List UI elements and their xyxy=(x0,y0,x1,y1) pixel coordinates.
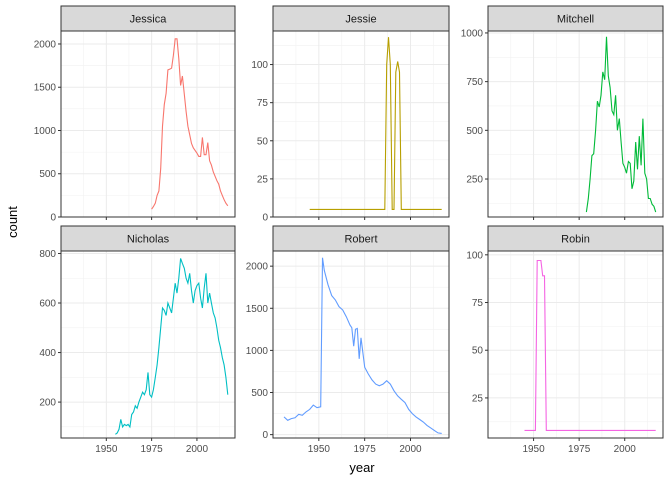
panel-border xyxy=(487,30,664,218)
x-axis-title: year xyxy=(349,460,375,475)
panel-border xyxy=(60,250,236,439)
facet-panel-nicholas: Nicholas 200 400 600 800 1950 1975 2000 xyxy=(39,225,236,455)
series-line-jessie xyxy=(309,37,442,210)
y-axis-title: count xyxy=(5,206,20,238)
y-tick-label: 800 xyxy=(39,249,56,260)
facet-strip-label: Jessie xyxy=(345,14,376,26)
facet-strip-label: Nicholas xyxy=(127,234,170,246)
facet-strip-label: Jessica xyxy=(130,14,168,26)
y-tick-label: 1000 xyxy=(34,126,57,137)
x-tick-label: 1950 xyxy=(522,444,545,455)
y-tick-label: 200 xyxy=(39,398,56,409)
facet-panel-jessie: Jessie 0 25 50 75 100 xyxy=(251,5,450,224)
y-tick-label: 400 xyxy=(39,348,56,359)
facet-strip xyxy=(487,5,664,32)
y-tick-label: 100 xyxy=(466,250,483,261)
x-tick-label: 2000 xyxy=(186,444,209,455)
facet-strip-label: Mitchell xyxy=(557,14,594,26)
facet-strip xyxy=(60,225,236,252)
y-tick-label: 50 xyxy=(472,346,484,357)
facet-panel-jessica: Jessica 0 500 1000 1500 2000 xyxy=(34,5,236,224)
y-tick-label: 750 xyxy=(466,77,483,88)
panel-border xyxy=(272,250,450,439)
y-tick-label: 1000 xyxy=(246,346,269,357)
facet-strip xyxy=(272,5,450,32)
y-tick-label: 600 xyxy=(39,299,56,310)
y-tick-label: 2000 xyxy=(34,39,57,50)
y-tick-label: 250 xyxy=(466,175,483,186)
x-tick-label: 1975 xyxy=(568,444,591,455)
y-tick-label: 1000 xyxy=(461,28,484,39)
x-tick-label: 1975 xyxy=(354,444,377,455)
y-tick-label: 2000 xyxy=(246,262,269,273)
x-tick-label: 2000 xyxy=(399,444,422,455)
panel-border xyxy=(272,30,450,218)
y-tick-label: 1500 xyxy=(246,304,269,315)
series-line-nicholas xyxy=(115,258,229,435)
facet-strip xyxy=(487,225,664,252)
series-line-robert xyxy=(283,257,442,434)
facet-strip-label: Robert xyxy=(344,234,377,246)
x-tick-label: 1975 xyxy=(141,444,164,455)
y-tick-label: 50 xyxy=(257,136,269,147)
y-tick-label: 100 xyxy=(251,60,268,71)
y-tick-label: 1500 xyxy=(34,83,57,94)
x-tick-label: 1950 xyxy=(308,444,331,455)
y-tick-label: 25 xyxy=(472,393,484,404)
y-tick-label: 0 xyxy=(262,430,268,441)
facet-panel-robin: Robin 25 50 75 100 1950 1975 2000 xyxy=(466,225,664,455)
x-tick-label: 1950 xyxy=(95,444,118,455)
series-line-robin xyxy=(524,259,656,431)
series-line-jessica xyxy=(151,38,229,210)
x-tick-label: 2000 xyxy=(614,444,637,455)
panel-border xyxy=(60,30,236,218)
y-tick-label: 500 xyxy=(39,169,56,180)
facet-panel-robert: Robert 0 500 1000 1500 2000 1950 1975 2000 xyxy=(246,225,450,455)
y-tick-label: 75 xyxy=(257,98,269,109)
y-tick-label: 0 xyxy=(50,213,56,224)
facet-strip xyxy=(60,5,236,32)
y-tick-label: 75 xyxy=(472,298,484,309)
y-tick-label: 0 xyxy=(262,213,268,224)
y-tick-label: 500 xyxy=(251,388,268,399)
facet-strip xyxy=(272,225,450,252)
facet-strip-label: Robin xyxy=(561,234,590,246)
panel-border xyxy=(487,250,664,439)
y-tick-label: 500 xyxy=(466,126,483,137)
facet-panel-mitchell: Mitchell 250 500 750 1000 xyxy=(461,5,664,220)
y-tick-label: 25 xyxy=(257,174,269,185)
series-line-mitchell xyxy=(585,36,657,213)
